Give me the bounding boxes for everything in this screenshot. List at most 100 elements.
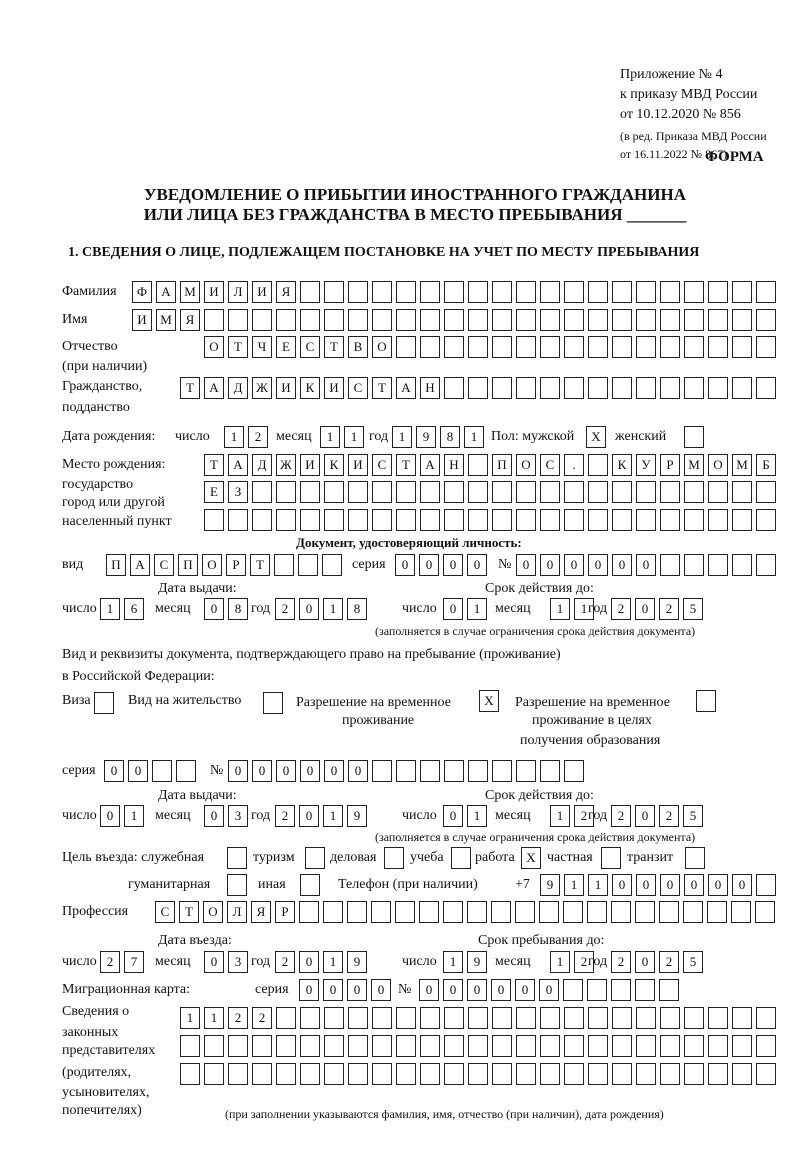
char-cell[interactable]: 1 <box>467 598 487 620</box>
char-cell[interactable] <box>660 509 680 531</box>
char-cell[interactable] <box>564 760 584 782</box>
char-cell[interactable] <box>444 509 464 531</box>
char-cell[interactable] <box>204 509 224 531</box>
char-cell[interactable] <box>612 509 632 531</box>
char-cell[interactable]: 0 <box>636 874 656 896</box>
char-cell[interactable] <box>300 1063 320 1085</box>
char-cell[interactable] <box>612 377 632 399</box>
char-cell[interactable] <box>563 979 583 1001</box>
char-cell[interactable] <box>396 481 416 503</box>
char-cell[interactable] <box>372 281 392 303</box>
char-cell[interactable] <box>708 554 728 576</box>
char-cell[interactable] <box>540 481 560 503</box>
char-cell[interactable] <box>636 309 656 331</box>
char-cell[interactable] <box>228 1035 248 1057</box>
char-cell[interactable] <box>468 336 488 358</box>
char-cell[interactable]: Ж <box>252 377 272 399</box>
char-cell[interactable]: 2 <box>228 1007 248 1029</box>
char-cell[interactable] <box>516 481 536 503</box>
char-cell[interactable] <box>660 377 680 399</box>
char-cell[interactable] <box>708 509 728 531</box>
char-cell[interactable]: 2 <box>574 951 594 973</box>
char-cell[interactable]: Л <box>227 901 247 923</box>
char-cell[interactable]: П <box>492 454 512 476</box>
char-cell[interactable] <box>274 554 294 576</box>
char-cell[interactable] <box>732 281 752 303</box>
char-cell[interactable] <box>612 1035 632 1057</box>
char-cell[interactable]: А <box>130 554 150 576</box>
char-cell[interactable]: 2 <box>100 951 120 973</box>
char-cell[interactable] <box>708 336 728 358</box>
char-cell[interactable] <box>396 336 416 358</box>
char-cell[interactable]: 3 <box>228 951 248 973</box>
checkbox-cell[interactable]: X <box>586 426 606 448</box>
char-cell[interactable] <box>756 481 776 503</box>
char-cell[interactable] <box>564 309 584 331</box>
char-cell[interactable]: О <box>708 454 728 476</box>
char-cell[interactable]: М <box>156 309 176 331</box>
checkbox-cell[interactable] <box>227 874 247 896</box>
char-cell[interactable] <box>300 1035 320 1057</box>
char-cell[interactable]: 8 <box>228 598 248 620</box>
char-cell[interactable] <box>396 309 416 331</box>
char-cell[interactable]: 2 <box>275 598 295 620</box>
char-cell[interactable]: С <box>300 336 320 358</box>
char-cell[interactable] <box>516 281 536 303</box>
char-cell[interactable]: Р <box>275 901 295 923</box>
char-cell[interactable] <box>756 309 776 331</box>
char-cell[interactable]: Е <box>204 481 224 503</box>
char-cell[interactable]: 0 <box>443 979 463 1001</box>
char-cell[interactable] <box>660 481 680 503</box>
char-cell[interactable] <box>756 874 776 896</box>
char-cell[interactable] <box>323 901 343 923</box>
char-cell[interactable] <box>539 901 559 923</box>
char-cell[interactable] <box>756 336 776 358</box>
char-cell[interactable]: 0 <box>467 554 487 576</box>
char-cell[interactable]: 0 <box>419 554 439 576</box>
char-cell[interactable]: . <box>564 454 584 476</box>
char-cell[interactable]: Р <box>660 454 680 476</box>
char-cell[interactable] <box>468 1007 488 1029</box>
char-cell[interactable] <box>660 554 680 576</box>
char-cell[interactable] <box>540 1007 560 1029</box>
char-cell[interactable] <box>684 554 704 576</box>
char-cell[interactable] <box>299 901 319 923</box>
char-cell[interactable] <box>540 1035 560 1057</box>
char-cell[interactable]: Ф <box>132 281 152 303</box>
char-cell[interactable] <box>587 979 607 1001</box>
char-cell[interactable] <box>468 309 488 331</box>
char-cell[interactable]: 0 <box>635 805 655 827</box>
char-cell[interactable]: 0 <box>395 554 415 576</box>
char-cell[interactable]: 2 <box>611 598 631 620</box>
char-cell[interactable] <box>756 281 776 303</box>
char-cell[interactable] <box>420 281 440 303</box>
char-cell[interactable]: 0 <box>443 598 463 620</box>
char-cell[interactable] <box>515 901 535 923</box>
char-cell[interactable] <box>660 309 680 331</box>
checkbox-cell[interactable] <box>305 847 325 869</box>
char-cell[interactable] <box>396 509 416 531</box>
checkbox-cell[interactable] <box>384 847 404 869</box>
char-cell[interactable] <box>372 1035 392 1057</box>
char-cell[interactable] <box>564 1007 584 1029</box>
char-cell[interactable] <box>708 309 728 331</box>
char-cell[interactable]: 0 <box>252 760 272 782</box>
char-cell[interactable] <box>564 1063 584 1085</box>
char-cell[interactable] <box>684 281 704 303</box>
char-cell[interactable]: 0 <box>347 979 367 1001</box>
char-cell[interactable]: 1 <box>550 598 570 620</box>
char-cell[interactable]: О <box>372 336 392 358</box>
char-cell[interactable] <box>300 309 320 331</box>
char-cell[interactable]: 0 <box>516 554 536 576</box>
char-cell[interactable] <box>324 509 344 531</box>
char-cell[interactable] <box>252 1035 272 1057</box>
char-cell[interactable]: 0 <box>612 554 632 576</box>
char-cell[interactable] <box>611 979 631 1001</box>
char-cell[interactable]: 0 <box>443 554 463 576</box>
char-cell[interactable] <box>276 1007 296 1029</box>
char-cell[interactable] <box>492 309 512 331</box>
char-cell[interactable]: 2 <box>248 426 268 448</box>
char-cell[interactable] <box>444 481 464 503</box>
char-cell[interactable] <box>180 1063 200 1085</box>
char-cell[interactable]: 6 <box>124 598 144 620</box>
